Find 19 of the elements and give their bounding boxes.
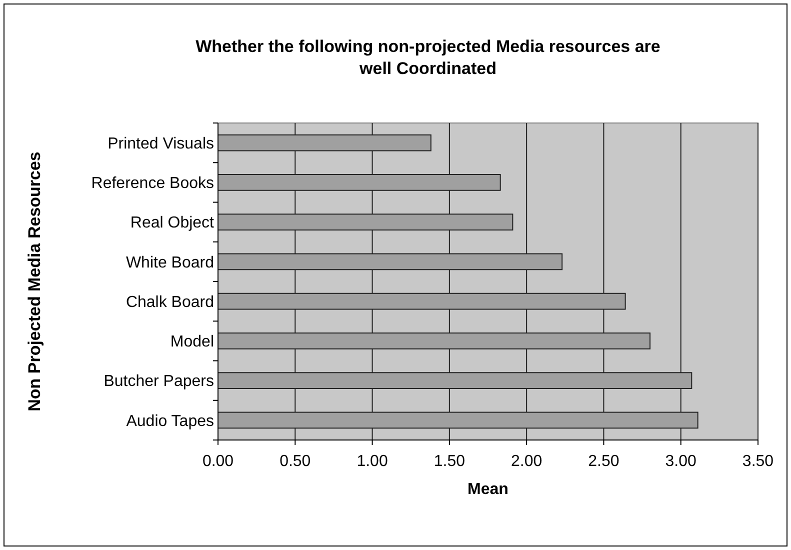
x-tick-label: 1.50 bbox=[434, 453, 466, 470]
y-tick-label: Model bbox=[170, 334, 214, 351]
x-tick-label: 3.00 bbox=[665, 453, 697, 470]
y-axis-title: Non Projected Media Resources bbox=[25, 152, 44, 412]
x-tick-label: 0.00 bbox=[202, 453, 234, 470]
x-tick-label: 0.50 bbox=[280, 453, 311, 470]
y-tick-label: Reference Books bbox=[91, 175, 214, 192]
y-tick-label: Chalk Board bbox=[126, 294, 214, 311]
x-tick-label: 3.50 bbox=[742, 453, 774, 470]
x-axis-title: Mean bbox=[468, 481, 508, 498]
y-tick-label: Audio Tapes bbox=[126, 412, 214, 430]
x-tick-label: 2.50 bbox=[588, 453, 620, 470]
y-tick-label: Butcher Papers bbox=[104, 373, 214, 390]
y-tick-label: Real Object bbox=[130, 214, 215, 232]
y-tick-label: White Board bbox=[126, 254, 214, 272]
chart-title: Whether the following non-projected Media resources are well Coordinated bbox=[196, 37, 660, 78]
x-tick-label: 1.00 bbox=[356, 453, 388, 470]
y-tick-label: Printed Visuals bbox=[108, 135, 214, 152]
x-tick-label: 2.00 bbox=[511, 453, 542, 470]
